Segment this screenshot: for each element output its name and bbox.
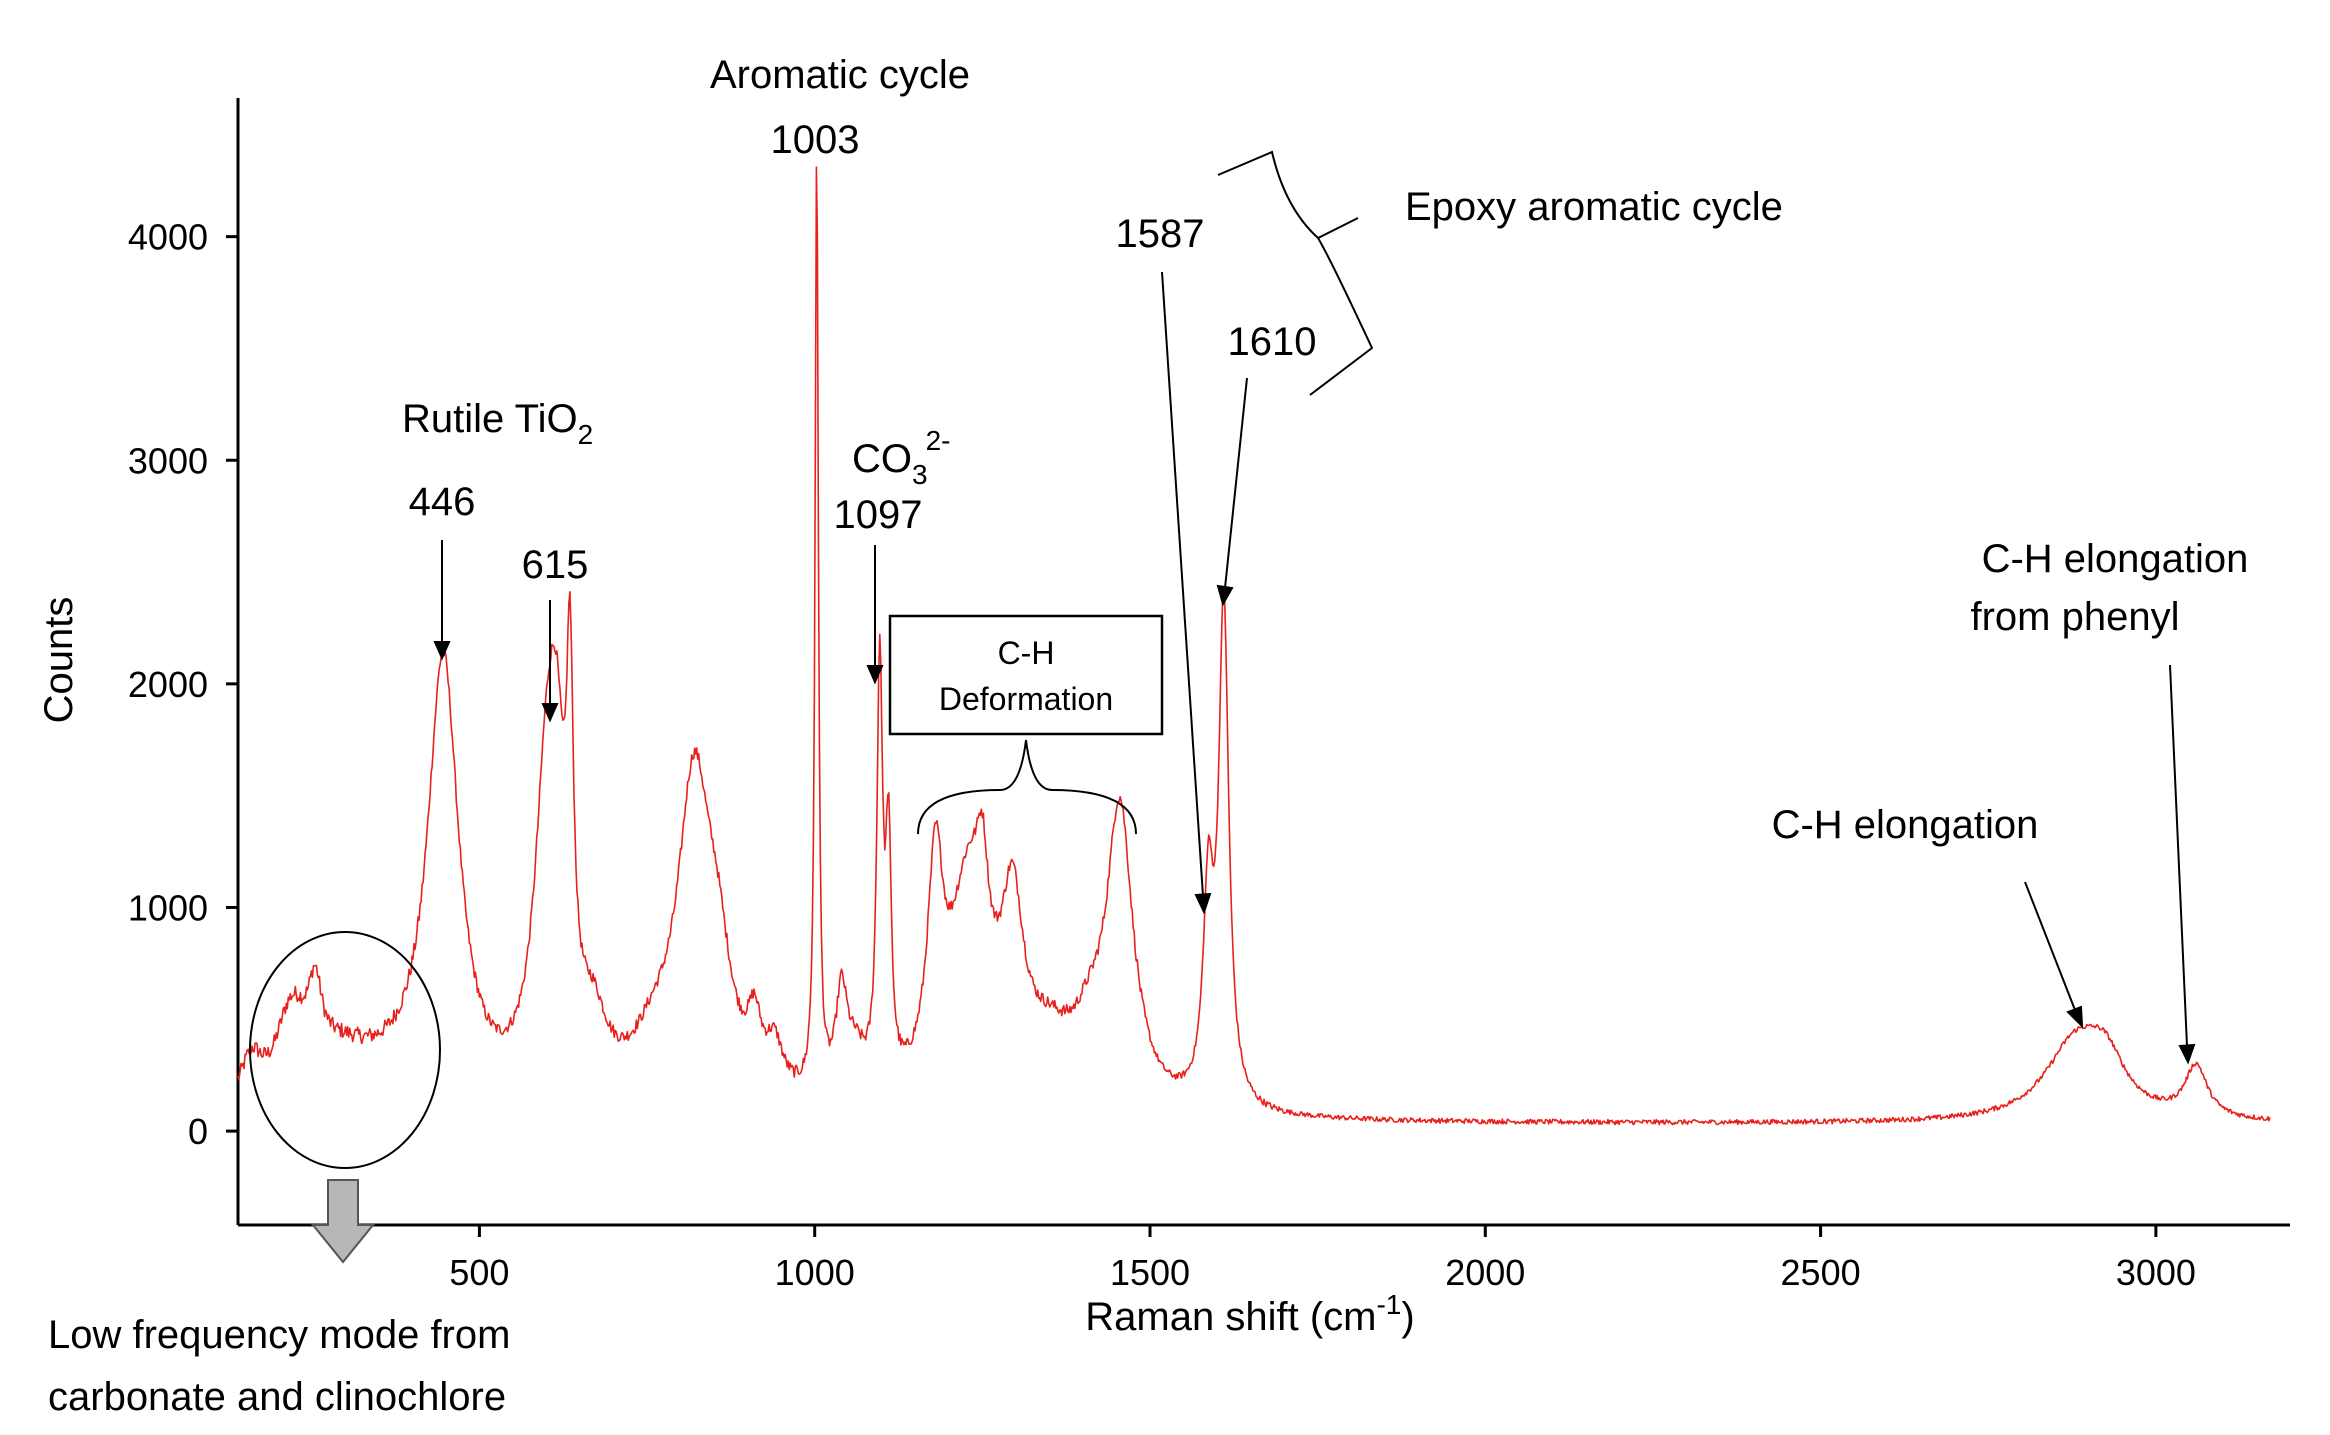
x-tick-label: 2500: [1781, 1252, 1861, 1293]
arrow-ch-elongation-head: [2066, 1005, 2084, 1029]
ch-deformation-brace: [917, 739, 1137, 835]
y-tick-label: 4000: [128, 217, 208, 258]
x-tick-label: 1500: [1110, 1252, 1190, 1293]
y-ticks: 0 1000 2000 3000 4000: [128, 217, 238, 1152]
label-rutile-tio2: Rutile TiO2: [402, 397, 593, 450]
arrow-ch-phenyl: [2169, 664, 2188, 1047]
y-tick-label: 3000: [128, 440, 208, 481]
y-axis-label: Counts: [37, 597, 81, 724]
label-ch-elongation: C-H elongation: [1772, 803, 2039, 847]
ch-deformation-box: [888, 614, 1164, 736]
label-co3: CO32-: [852, 425, 950, 490]
label-446: 446: [409, 480, 476, 524]
arrow-1097-head: [866, 665, 884, 685]
arrow-615-head: [541, 703, 559, 723]
label-ch-deformation-line1: C-H: [998, 635, 1055, 671]
x-tick-label: 500: [449, 1252, 509, 1293]
label-ch-elongation-phenyl-line2: from phenyl: [1971, 595, 2180, 639]
label-615: 615: [522, 543, 589, 587]
x-tick-label: 3000: [2116, 1252, 2196, 1293]
x-axis-label: Raman shift (cm-1): [1085, 1289, 1414, 1339]
arrow-1587: [1161, 271, 1204, 897]
label-aromatic-cycle: Aromatic cycle: [710, 53, 970, 97]
arrow-ch-phenyl-head: [2178, 1043, 2196, 1065]
arrow-446-head: [433, 641, 451, 661]
label-epoxy-aromatic-cycle: Epoxy aromatic cycle: [1405, 185, 1783, 229]
x-ticks: 500 1000 1500 2000 2500 3000: [449, 1225, 2196, 1293]
epoxy-brace: [1217, 150, 1374, 396]
label-1097: 1097: [834, 493, 923, 537]
label-ch-deformation-line2: Deformation: [939, 681, 1113, 717]
label-low-frequency-line1: Low frequency mode from: [48, 1313, 510, 1357]
down-arrow-icon: [310, 1179, 376, 1264]
low-frequency-circle: [249, 931, 441, 1169]
arrow-1587-head: [1194, 892, 1212, 915]
annotation-arrows: [433, 271, 2196, 1065]
spectrum-line: [237, 166, 2271, 1126]
label-1610: 1610: [1228, 320, 1317, 364]
x-tick-label: 2000: [1445, 1252, 1525, 1293]
y-tick-label: 1000: [128, 887, 208, 928]
label-ch-elongation-phenyl-line1: C-H elongation: [1982, 537, 2249, 581]
x-tick-label: 1000: [775, 1252, 855, 1293]
y-tick-label: 0: [188, 1111, 208, 1152]
label-1003: 1003: [771, 118, 860, 162]
arrow-1610-head: [1216, 584, 1234, 607]
label-1587: 1587: [1116, 212, 1205, 256]
arrow-ch-elongation: [2024, 881, 2076, 1011]
arrow-1610: [1224, 377, 1248, 589]
y-tick-label: 2000: [128, 664, 208, 705]
label-low-frequency-line2: carbonate and clinochlore: [48, 1375, 506, 1419]
